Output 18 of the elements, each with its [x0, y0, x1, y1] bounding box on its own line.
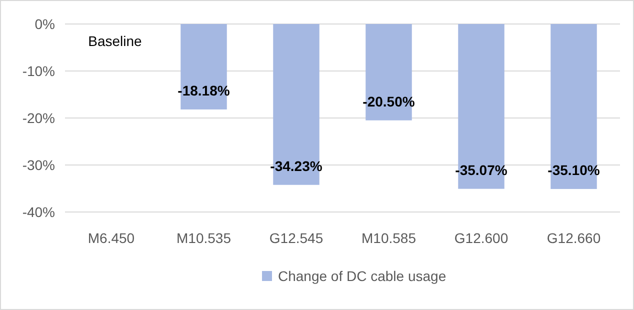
data-label: -35.07% — [455, 162, 508, 178]
data-label: -18.18% — [178, 82, 230, 98]
legend-label: Change of DC cable usage — [278, 268, 446, 284]
x-tick-label: G12.545 — [269, 230, 324, 246]
data-label: -35.10% — [548, 162, 600, 178]
x-tick-label: M10.535 — [176, 230, 232, 246]
x-tick-label: G12.600 — [454, 230, 508, 246]
data-label: Baseline — [88, 33, 142, 49]
y-tick-label: -30% — [22, 157, 55, 173]
y-tick-label: -40% — [22, 204, 55, 220]
x-tick-label: M6.450 — [88, 230, 135, 246]
data-label: -34.23% — [270, 158, 323, 174]
y-tick-label: -10% — [22, 63, 55, 79]
x-tick-label: G12.660 — [546, 230, 601, 246]
x-tick-label: M10.585 — [362, 230, 416, 246]
data-label: -20.50% — [362, 93, 416, 110]
y-tick-label: 0% — [34, 16, 55, 32]
y-tick-label: -20% — [22, 110, 55, 126]
